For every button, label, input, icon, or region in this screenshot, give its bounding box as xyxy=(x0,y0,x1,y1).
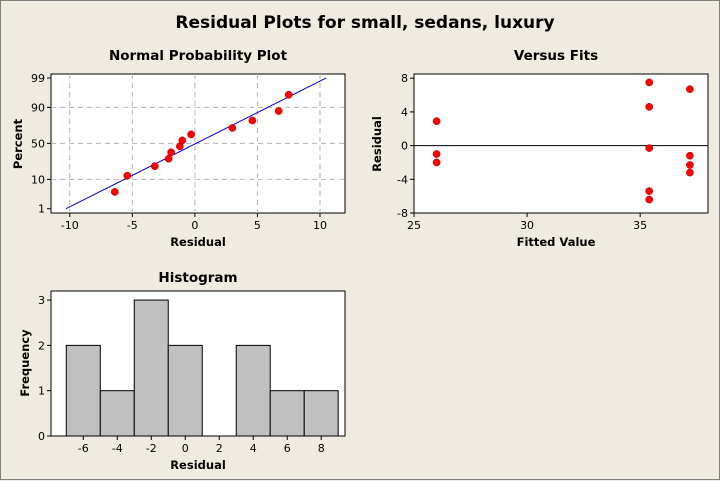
npp-points xyxy=(110,90,293,196)
npp-point xyxy=(110,188,119,196)
fits-point xyxy=(686,161,694,169)
fits-ticks: 25 30 35 -8 -4 0 4 8 xyxy=(397,72,647,232)
fits-point xyxy=(645,144,654,152)
fits-ytick-label: -8 xyxy=(397,207,408,220)
hist-xtick-label: -2 xyxy=(146,442,157,455)
hist-ticks: -6 -4 -2 0 2 4 6 8 0 1 2 3 xyxy=(38,294,325,455)
fits-ylabel: Residual xyxy=(370,116,384,172)
npp-point xyxy=(274,107,283,115)
histogram-plot: Histogram -6 -4 -2 0 2 4 6 8 0 1 2 3 Residual Frequ… xyxy=(18,270,346,472)
npp-point xyxy=(284,90,293,99)
hist-bar xyxy=(167,344,203,437)
fits-point xyxy=(432,117,441,126)
hist-bar xyxy=(133,299,169,437)
npp-xtick-label: 0 xyxy=(191,219,198,232)
hist-bars xyxy=(65,299,339,437)
hist-xtick-label: 6 xyxy=(284,442,291,455)
hist-xtick-label: 2 xyxy=(216,442,223,455)
npp-point xyxy=(248,116,257,125)
versus-fits-plot: Versus Fits 25 30 35 -8 -4 0 4 8 Fitted Value R… xyxy=(370,48,709,249)
hist-ytick-label: 0 xyxy=(38,430,45,443)
fits-points xyxy=(432,78,694,204)
npp-point xyxy=(187,130,195,139)
hist-ytick-label: 2 xyxy=(38,339,45,352)
normal-probability-plot: Normal Probability Plot -10 -5 0 5 10 1 10 50 90… xyxy=(11,48,346,249)
npp-xtick-label: -5 xyxy=(127,219,138,232)
fits-xtick-label: 30 xyxy=(520,219,534,232)
npp-ytick-label: 50 xyxy=(31,137,45,150)
hist-bar xyxy=(99,390,135,437)
fits-ytick-label: -4 xyxy=(397,173,408,186)
fits-point xyxy=(432,150,441,158)
hist-bar xyxy=(269,390,305,437)
hist-ytick-label: 3 xyxy=(38,294,45,307)
fits-point xyxy=(645,78,654,87)
fits-point xyxy=(645,187,654,195)
hist-xtick-label: -4 xyxy=(112,442,123,455)
fits-point xyxy=(686,151,694,160)
fits-xtick-label: 25 xyxy=(407,219,421,232)
hist-ytick-label: 1 xyxy=(38,385,45,398)
npp-ytick-label: 99 xyxy=(31,72,45,85)
fits-xlabel: Fitted Value xyxy=(517,235,596,249)
fits-xtick-label: 35 xyxy=(633,219,647,232)
fits-ytick-label: 4 xyxy=(401,106,408,119)
npp-point xyxy=(150,162,159,171)
npp-fit-line xyxy=(65,77,327,210)
npp-ticks: -10 -5 0 5 10 1 10 50 90 99 xyxy=(31,72,327,232)
fits-point xyxy=(645,103,654,111)
fits-plot-area xyxy=(413,73,709,214)
fits-ytick-label: 8 xyxy=(401,72,408,85)
npp-xtick-label: -10 xyxy=(61,219,79,232)
hist-xtick-label: -6 xyxy=(78,442,89,455)
npp-point xyxy=(178,136,187,145)
fits-point xyxy=(645,195,654,204)
npp-title: Normal Probability Plot xyxy=(109,48,288,64)
hist-xtick-label: 4 xyxy=(250,442,257,455)
npp-ylabel: Percent xyxy=(11,118,25,169)
hist-bar xyxy=(303,390,339,437)
npp-xtick-label: 10 xyxy=(313,219,327,232)
hist-bar xyxy=(235,344,271,437)
npp-ytick-label: 1 xyxy=(38,203,45,216)
npp-ytick-label: 90 xyxy=(31,101,45,114)
npp-point xyxy=(167,148,175,157)
hist-xtick-label: 0 xyxy=(182,442,189,455)
fits-ytick-label: 0 xyxy=(401,140,408,153)
hist-bar xyxy=(65,344,101,437)
fits-point xyxy=(686,168,694,177)
npp-xlabel: Residual xyxy=(170,235,226,249)
npp-fit-line-segment xyxy=(65,77,327,210)
hist-ylabel: Frequency xyxy=(18,329,32,397)
npp-grid xyxy=(51,74,345,213)
npp-point xyxy=(228,124,237,132)
hist-xtick-label: 8 xyxy=(318,442,325,455)
fits-point xyxy=(686,85,694,94)
fits-title: Versus Fits xyxy=(514,48,598,64)
figure-title: Residual Plots for small, sedans, luxury xyxy=(175,13,554,33)
npp-point xyxy=(123,171,132,180)
npp-point xyxy=(164,154,173,163)
fits-point xyxy=(432,158,441,167)
hist-title: Histogram xyxy=(158,270,237,286)
npp-ytick-label: 10 xyxy=(31,173,45,186)
hist-xlabel: Residual xyxy=(170,458,226,472)
npp-xtick-label: 5 xyxy=(254,219,261,232)
